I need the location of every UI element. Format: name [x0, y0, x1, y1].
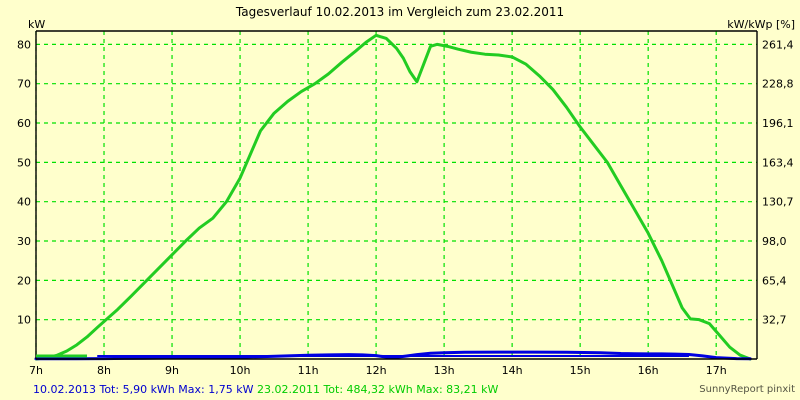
x-tick: 15h — [570, 364, 591, 377]
y-tick-left: 10 — [17, 314, 31, 327]
y-tick-left: 80 — [17, 38, 31, 51]
x-tick: 14h — [502, 364, 523, 377]
series-line-23-02-2011 — [34, 33, 752, 361]
y-tick-left: 30 — [17, 235, 31, 248]
y-tick-left: 60 — [17, 117, 31, 130]
x-tick: 12h — [366, 364, 387, 377]
x-tick: 16h — [638, 364, 659, 377]
x-tick: 11h — [298, 364, 319, 377]
x-tick: 10h — [230, 364, 251, 377]
y-tick-left: 50 — [17, 156, 31, 169]
x-tick: 13h — [434, 364, 455, 377]
chart-title: Tagesverlauf 10.02.2013 im Vergleich zum… — [235, 5, 565, 19]
plot-frame — [35, 30, 758, 360]
legend-entry-2013: 10.02.2013 Tot: 5,90 kWh Max: 1,75 kW — [33, 383, 254, 396]
y-tick-left: 40 — [17, 196, 31, 209]
x-tick: 9h — [165, 364, 179, 377]
y-axis-left-unit-label: kW — [28, 18, 46, 31]
gridlines — [35, 31, 757, 359]
y-tick-right: 65,4 — [762, 274, 787, 287]
y-tick-right: 196,1 — [762, 117, 794, 130]
x-tick: 17h — [706, 364, 727, 377]
y-tick-right: 261,4 — [762, 38, 794, 51]
legend-entry-2011: 23.02.2011 Tot: 484,32 kWh Max: 83,21 kW — [256, 383, 499, 396]
y-tick-right: 32,7 — [762, 314, 787, 327]
y-tick-left: 20 — [17, 274, 31, 287]
y-tick-right: 163,4 — [762, 156, 794, 169]
report-credit: SunnyReport pinxit — [699, 384, 795, 395]
y-tick-left: 70 — [17, 78, 31, 91]
y-tick-right: 98,0 — [762, 235, 787, 248]
y-tick-right: 130,7 — [762, 196, 794, 209]
chart-legend: 10.02.2013 Tot: 5,90 kWh Max: 1,75 kW 23… — [33, 383, 498, 396]
x-tick: 8h — [97, 364, 111, 377]
y-axis-right-unit-label: kW/kWp [%] — [727, 18, 795, 31]
y-tick-right: 228,8 — [762, 78, 794, 91]
x-tick: 7h — [29, 364, 43, 377]
axis-tick-labels: 80 70 60 50 40 30 20 10 261,4 228,8 196,1 163,4 130,… — [17, 38, 794, 377]
